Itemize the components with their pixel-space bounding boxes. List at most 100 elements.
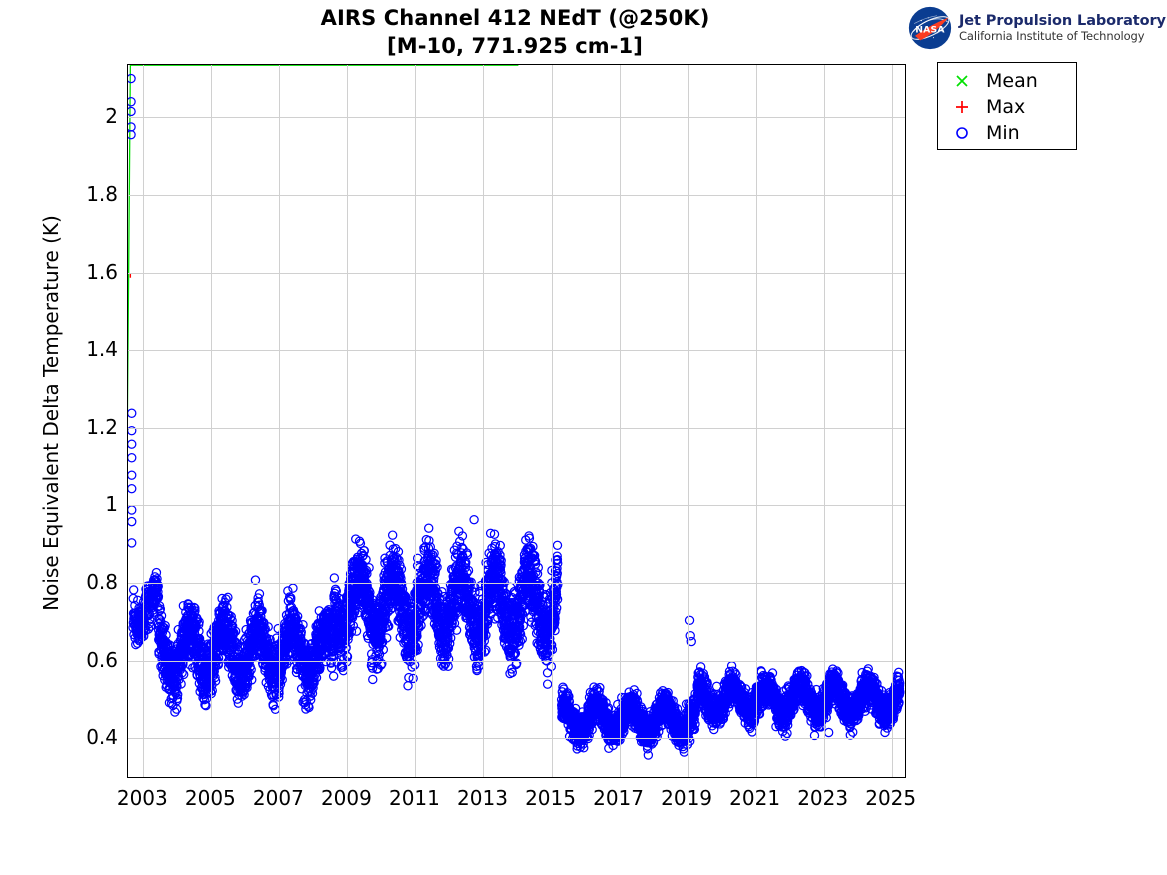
y-axis-tick-label: 1 [105, 492, 118, 517]
x-axis-tick [211, 64, 212, 65]
y-axis-tick [905, 117, 906, 118]
y-axis-tick [127, 660, 128, 661]
legend-item-max[interactable]: Max [938, 94, 1076, 120]
legend-item-min[interactable]: Min [938, 120, 1076, 146]
gridline-horizontal [128, 272, 905, 274]
gridline-horizontal [128, 583, 905, 585]
x-axis-tick [551, 64, 552, 65]
x-axis-tick [347, 777, 348, 778]
gridline-vertical [211, 65, 213, 777]
x-axis-tick-label: 2009 [320, 786, 372, 810]
x-axis-tick-labels: 2003 2005 2007 2009 2011 2013 2015 2017 2019 2021… [117, 786, 916, 820]
x-axis-tick [551, 777, 552, 778]
gridline-horizontal [128, 427, 905, 429]
x-axis-tick [279, 777, 280, 778]
x-axis-tick [211, 777, 212, 778]
x-axis-tick-label: 2003 [116, 786, 168, 810]
jpl-line-2: California Institute of Technology [959, 29, 1145, 44]
chart-legend: Mean Max Min [937, 62, 1077, 150]
nasa-jpl-logo: NASA Jet Propulsion Laboratory Californi… [908, 6, 1166, 50]
x-axis-tick [415, 64, 416, 65]
y-axis-tick [905, 660, 906, 661]
svg-text:NASA: NASA [915, 24, 945, 35]
gridline-vertical [347, 65, 349, 777]
legend-label-mean: Mean [986, 70, 1038, 92]
y-axis-tick [905, 582, 906, 583]
x-axis-tick [279, 64, 280, 65]
y-axis-tick [127, 350, 128, 351]
y-axis-tick [905, 350, 906, 351]
x-axis-tick [143, 777, 144, 778]
gridline-horizontal [128, 194, 905, 196]
gridline-horizontal [128, 505, 905, 507]
gridline-vertical [687, 65, 689, 777]
y-axis-tick-label: 1.6 [86, 259, 118, 284]
series-mean [128, 65, 519, 424]
legend-item-mean[interactable]: Mean [938, 68, 1076, 94]
y-axis-tick-label: 1.4 [86, 337, 118, 362]
plot-area[interactable] [127, 64, 906, 778]
y-axis-tick [127, 272, 128, 273]
x-axis-tick-label: 2023 [797, 786, 849, 810]
x-axis-tick [891, 777, 892, 778]
chart-title: AIRS Channel 412 NEdT (@250K) [M-10, 771… [130, 4, 900, 60]
gridline-vertical [823, 65, 825, 777]
x-axis-tick [619, 64, 620, 65]
x-axis-tick [415, 777, 416, 778]
gridline-vertical [415, 65, 417, 777]
chart-title-line-1: AIRS Channel 412 NEdT (@250K) [320, 6, 710, 30]
x-axis-tick [143, 64, 144, 65]
legend-label-min: Min [986, 122, 1020, 144]
nasa-meatball-icon: NASA [908, 6, 952, 50]
y-axis-tick [127, 738, 128, 739]
legend-label-max: Max [986, 96, 1026, 118]
x-axis-tick [347, 64, 348, 65]
gridline-vertical [551, 65, 553, 777]
y-axis-tick [905, 505, 906, 506]
y-axis-tick-labels: 0.4 0.6 0.8 1 1.2 1.4 1.6 1.8 2 [50, 64, 118, 778]
x-axis-tick [483, 64, 484, 65]
x-axis-tick-label: 2005 [184, 786, 236, 810]
x-axis-tick [891, 64, 892, 65]
legend-marker-circle-icon [938, 124, 986, 143]
y-axis-tick [127, 505, 128, 506]
y-axis-tick-label: 0.6 [86, 647, 118, 672]
gridline-vertical [483, 65, 485, 777]
gridline-horizontal [128, 660, 905, 662]
gridline-vertical [619, 65, 621, 777]
y-axis-tick [127, 194, 128, 195]
x-axis-tick [687, 64, 688, 65]
x-axis-tick-label: 2007 [252, 786, 304, 810]
y-axis-tick-label: 0.4 [86, 725, 118, 750]
gridline-vertical [755, 65, 757, 777]
y-axis-label-wrap: Noise Equivalent Delta Temperature (K) [0, 64, 63, 778]
gridline-horizontal [128, 738, 905, 740]
y-axis-tick-label: 1.2 [86, 414, 118, 439]
chart-title-line-2: [M-10, 771.925 cm-1] [387, 34, 643, 58]
x-axis-tick-label: 2013 [457, 786, 508, 810]
y-axis-tick [905, 194, 906, 195]
y-axis-tick [905, 427, 906, 428]
y-axis-tick-label: 1.8 [86, 181, 118, 206]
scatter-plot-canvas [128, 65, 905, 760]
x-axis-tick-label: 2011 [388, 786, 440, 810]
y-axis-tick [905, 738, 906, 739]
x-axis-tick [687, 777, 688, 778]
gridline-vertical [891, 65, 893, 777]
y-axis-tick-label: 2 [105, 104, 118, 129]
jpl-wordmark: Jet Propulsion Laboratory California Ins… [959, 12, 1166, 44]
y-axis-tick [127, 427, 128, 428]
x-axis-tick [755, 777, 756, 778]
x-axis-tick-label: 2019 [661, 786, 713, 810]
series-min [128, 73, 905, 760]
x-axis-tick [823, 64, 824, 65]
y-axis-tick-label: 0.8 [86, 570, 118, 595]
y-axis-tick [127, 582, 128, 583]
jpl-line-1: Jet Propulsion Laboratory [959, 12, 1166, 29]
gridline-vertical [279, 65, 281, 777]
legend-marker-x-icon [938, 72, 986, 91]
gridline-horizontal [128, 117, 905, 119]
x-axis-tick-label: 2015 [525, 786, 576, 810]
y-axis-tick [127, 117, 128, 118]
